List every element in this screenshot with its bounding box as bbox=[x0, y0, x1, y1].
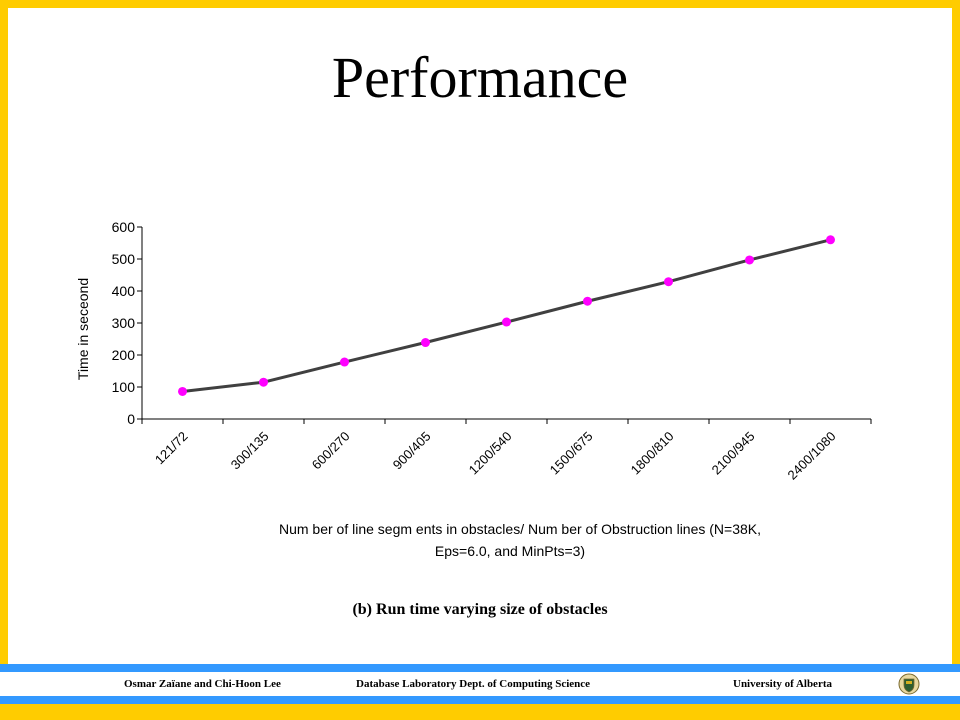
bottom-frame bbox=[0, 704, 960, 720]
x-tick-label: 2100/945 bbox=[709, 429, 758, 478]
y-tick-label: 100 bbox=[112, 379, 136, 395]
data-point bbox=[826, 235, 835, 245]
footer-university: University of Alberta bbox=[733, 678, 832, 690]
x-tick-label: 121/72 bbox=[152, 429, 191, 468]
university-seal-icon bbox=[898, 673, 920, 695]
x-tick-label: 1200/540 bbox=[466, 429, 515, 478]
data-point bbox=[259, 377, 268, 387]
y-tick-label: 200 bbox=[112, 347, 136, 363]
data-point bbox=[745, 255, 754, 265]
x-axis-label-line-2: Eps=6.0, and MinPts=3) bbox=[435, 543, 585, 559]
footer: Osmar Zaïane and Chi-Hoon Lee Database L… bbox=[0, 672, 960, 696]
y-tick-label: 600 bbox=[112, 219, 136, 235]
x-tick-label: 300/135 bbox=[228, 429, 272, 473]
series-layer bbox=[178, 235, 835, 396]
data-point bbox=[421, 338, 430, 348]
x-tick-label: 600/270 bbox=[309, 429, 353, 473]
x-tick-label: 2400/1080 bbox=[785, 429, 839, 483]
y-tick-label: 500 bbox=[112, 251, 136, 267]
footer-department: Database Laboratory Dept. of Computing S… bbox=[356, 678, 591, 690]
slide-title: Performance bbox=[331, 45, 629, 110]
y-tick-label: 0 bbox=[127, 411, 135, 427]
footer-authors: Osmar Zaïane and Chi-Hoon Lee bbox=[124, 678, 281, 690]
data-point bbox=[340, 357, 349, 367]
x-tick-label: 900/405 bbox=[390, 429, 434, 473]
x-tick-label: 1500/675 bbox=[547, 429, 596, 478]
data-point bbox=[178, 386, 187, 396]
footer-top-stripe bbox=[0, 664, 960, 672]
footer-bottom-stripe bbox=[0, 696, 960, 704]
data-point bbox=[502, 317, 511, 327]
x-tick-label: 1800/810 bbox=[628, 429, 677, 478]
slide: Performance 0 100 200 300 400 500 600 121/72 30… bbox=[8, 8, 952, 664]
x-axis-label-line-1: Num ber of line segm ents in obstacles/ … bbox=[279, 521, 761, 537]
run-time-chart: 0 100 200 300 400 500 600 121/72 300/135 600/270… bbox=[75, 219, 872, 559]
data-point bbox=[664, 277, 673, 287]
y-ticks: 0 100 200 300 400 500 600 bbox=[112, 219, 142, 427]
figure-caption: (b) Run time varying size of obstacles bbox=[352, 601, 608, 618]
y-tick-label: 400 bbox=[112, 283, 136, 299]
data-point bbox=[583, 296, 592, 306]
y-axis-label: Time in seceond bbox=[75, 278, 91, 380]
series-line bbox=[182, 238, 831, 393]
y-tick-label: 300 bbox=[112, 315, 136, 331]
x-ticks: 121/72 300/135 600/270 900/405 1200/540 1500/… bbox=[141, 419, 872, 483]
